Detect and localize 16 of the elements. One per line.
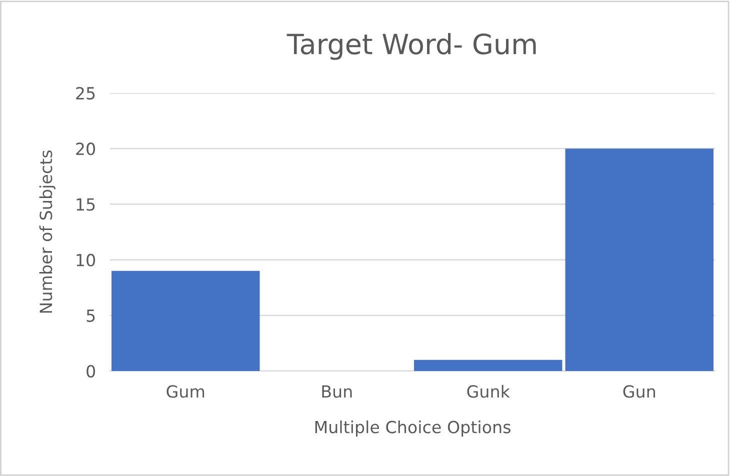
y-tick-label: 10 (76, 254, 96, 266)
x-tick-label: Gunk (467, 384, 510, 398)
y-tick-label: 20 (76, 142, 96, 156)
x-tick-label: Bun (322, 385, 352, 398)
x-tick-label: Gum (166, 385, 204, 398)
x-tick-label: Gun (623, 385, 655, 398)
y-tick-label: 5 (86, 310, 95, 322)
y-axis-title: Number of Subjects (39, 150, 56, 313)
y-tick-label: 15 (76, 198, 95, 211)
bar (565, 148, 714, 371)
y-tick-label: 0 (86, 364, 96, 378)
bar (112, 270, 260, 371)
y-tick-label: 25 (76, 86, 95, 100)
x-axis-title: Multiple Choice Options (315, 420, 510, 437)
bar (414, 360, 562, 371)
chart-title: Target Word- Gum (286, 33, 536, 60)
